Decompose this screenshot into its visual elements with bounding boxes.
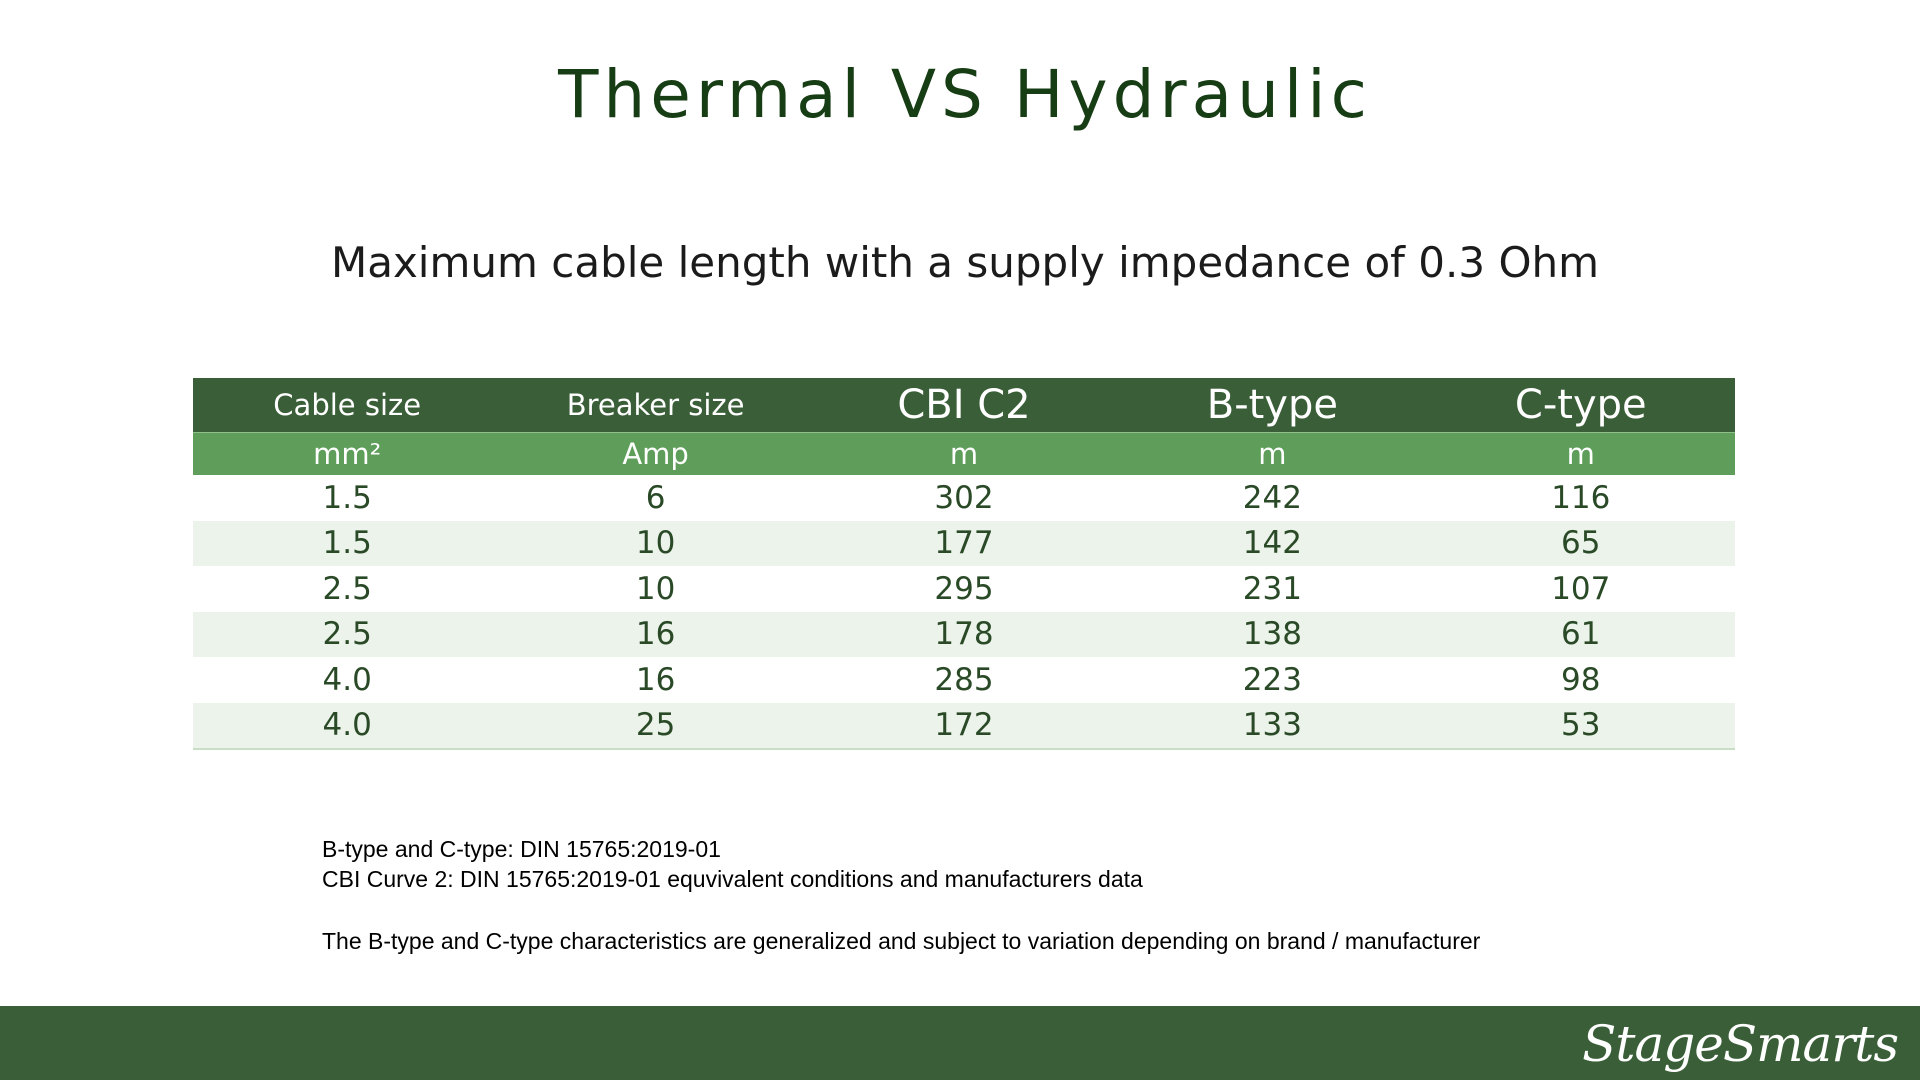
cable-length-table: Cable size Breaker size CBI C2 B-type C-… xyxy=(193,378,1735,750)
cell-breaker-size: 10 xyxy=(501,566,810,612)
table-row: 4.0 16 285 223 98 xyxy=(193,657,1735,703)
table-header-row: Cable size Breaker size CBI C2 B-type C-… xyxy=(193,378,1735,433)
unit-c-type: m xyxy=(1426,432,1735,475)
cell-b-type: 242 xyxy=(1118,475,1427,521)
header-cable-size: Cable size xyxy=(193,378,502,433)
cell-c-type: 107 xyxy=(1426,566,1735,612)
cell-cbi-c2: 285 xyxy=(809,657,1119,703)
slide-title: Thermal VS Hydraulic xyxy=(558,56,1372,133)
cell-cable-size: 2.5 xyxy=(193,611,502,657)
cell-b-type: 223 xyxy=(1118,657,1427,703)
slide-subtitle: Maximum cable length with a supply imped… xyxy=(330,238,1600,287)
cell-cable-size: 1.5 xyxy=(193,520,502,566)
unit-b-type: m xyxy=(1118,432,1427,475)
cell-c-type: 98 xyxy=(1426,657,1735,703)
footnotes: B-type and C-type: DIN 15765:2019-01 CBI… xyxy=(322,834,1480,956)
header-c-type: C-type xyxy=(1426,378,1735,433)
cell-cbi-c2: 172 xyxy=(809,702,1119,750)
table-row: 2.5 10 295 231 107 xyxy=(193,566,1735,612)
cell-breaker-size: 6 xyxy=(501,475,810,521)
footnote-disclaimer: The B-type and C-type characteristics ar… xyxy=(322,928,1481,954)
cell-cable-size: 4.0 xyxy=(193,702,502,750)
cell-cbi-c2: 302 xyxy=(809,475,1119,521)
table-row: 1.5 10 177 142 65 xyxy=(193,520,1735,566)
cell-c-type: 61 xyxy=(1426,611,1735,657)
cell-b-type: 133 xyxy=(1118,702,1427,750)
cell-breaker-size: 10 xyxy=(501,520,810,566)
cell-cbi-c2: 177 xyxy=(809,520,1119,566)
unit-cbi-c2: m xyxy=(809,432,1119,475)
cell-breaker-size: 16 xyxy=(501,611,810,657)
cell-cable-size: 2.5 xyxy=(193,566,502,612)
cell-c-type: 116 xyxy=(1426,475,1735,521)
footnote-spacer xyxy=(322,894,1480,926)
cell-c-type: 65 xyxy=(1426,520,1735,566)
cell-cbi-c2: 178 xyxy=(809,611,1119,657)
cell-breaker-size: 25 xyxy=(501,702,810,750)
cell-cbi-c2: 295 xyxy=(809,566,1119,612)
cell-cable-size: 4.0 xyxy=(193,657,502,703)
unit-cable-size: mm² xyxy=(193,432,502,475)
cell-b-type: 138 xyxy=(1118,611,1427,657)
footer-bar: StageSmarts xyxy=(0,1006,1920,1080)
cell-cable-size: 1.5 xyxy=(193,475,502,521)
cell-c-type: 53 xyxy=(1426,702,1735,750)
cell-b-type: 142 xyxy=(1118,520,1427,566)
table-row: 2.5 16 178 138 61 xyxy=(193,611,1735,657)
header-breaker-size: Breaker size xyxy=(501,378,810,433)
footnote-standard: B-type and C-type: DIN 15765:2019-01 xyxy=(322,836,721,862)
table-row: 1.5 6 302 242 116 xyxy=(193,475,1735,521)
header-b-type: B-type xyxy=(1118,378,1427,433)
cell-b-type: 231 xyxy=(1118,566,1427,612)
table-units-row: mm² Amp m m m xyxy=(193,432,1735,475)
table-row: 4.0 25 172 133 53 xyxy=(193,702,1735,750)
footnote-cbi-curve: CBI Curve 2: DIN 15765:2019-01 equvivale… xyxy=(322,866,1143,892)
stagesmarts-logo: StageSmarts xyxy=(1582,1015,1899,1073)
header-cbi-c2: CBI C2 xyxy=(809,378,1119,433)
cell-breaker-size: 16 xyxy=(501,657,810,703)
unit-breaker-size: Amp xyxy=(501,432,810,475)
